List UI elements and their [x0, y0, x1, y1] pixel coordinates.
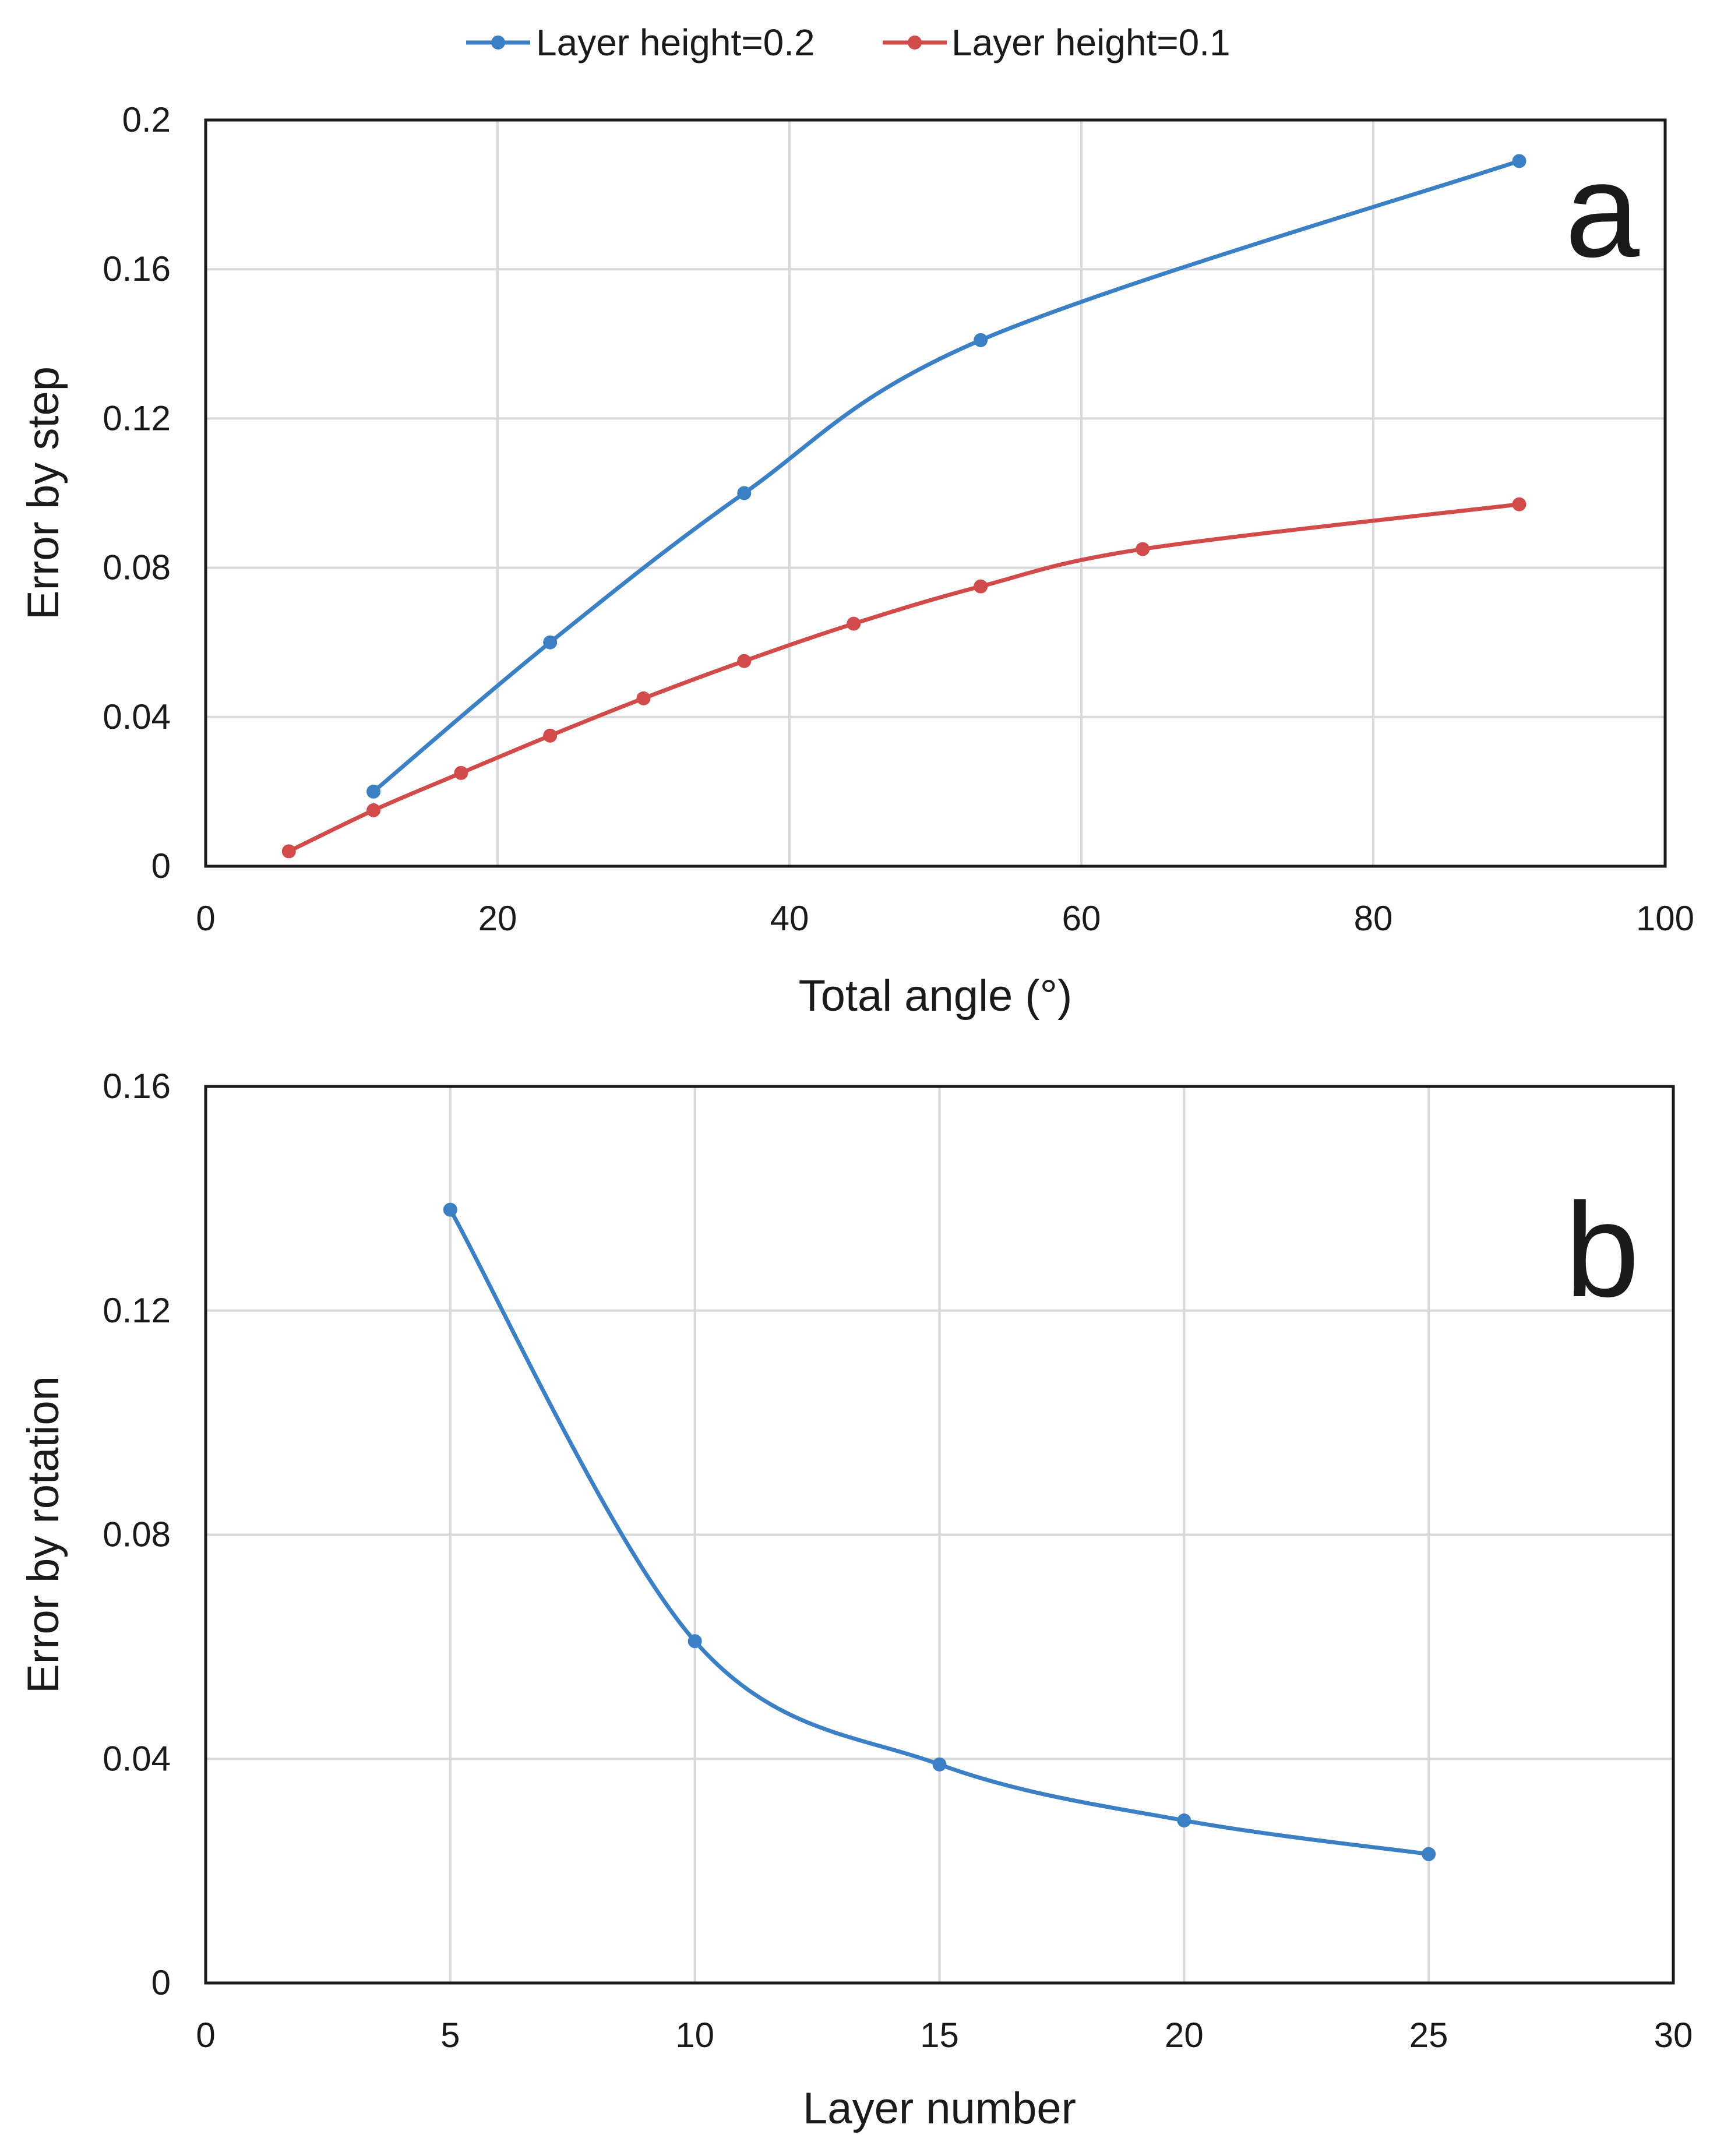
y-tick-label: 0.08: [103, 1515, 171, 1554]
data-point: [688, 1634, 702, 1649]
data-point: [1136, 542, 1150, 556]
x-tick-label: 20: [478, 899, 517, 938]
panel-letter: a: [1565, 135, 1640, 285]
data-point: [1512, 497, 1526, 511]
data-point: [737, 654, 752, 668]
series-line: [448, 1208, 1429, 1857]
data-point: [1422, 1847, 1436, 1861]
y-tick-label: 0.04: [103, 697, 171, 736]
x-tick-label: 100: [1636, 899, 1694, 938]
x-tick-label: 5: [440, 2016, 460, 2055]
data-point: [974, 333, 988, 347]
y-tick-label: 0.12: [103, 1291, 171, 1330]
x-tick-label: 80: [1354, 899, 1393, 938]
legend-swatch-marker: [491, 36, 505, 50]
data-point: [543, 728, 558, 743]
data-point: [543, 635, 558, 650]
panel-letter: b: [1565, 1175, 1640, 1325]
x-tick-label: 0: [196, 2016, 215, 2055]
legend-label: Layer height=0.2: [536, 22, 815, 63]
data-point: [974, 579, 988, 594]
y-tick-label: 0.16: [103, 249, 171, 288]
data-point: [366, 803, 381, 817]
y-tick-label: 0.08: [103, 548, 171, 587]
plot-frame: [204, 118, 1667, 868]
x-tick-label: 15: [920, 2016, 959, 2055]
data-point: [932, 1757, 947, 1772]
plot-frame: [204, 1085, 1675, 1985]
data-point: [454, 765, 468, 780]
data-point: [737, 486, 752, 500]
x-tick-label: 0: [196, 899, 215, 938]
legend-label: Layer height=0.1: [951, 22, 1231, 63]
chart-panel-b: 0 5 10 15 20 25 30 0 0.04 0.08 0.12 0.16 Layer numbe…: [19, 1067, 1693, 2133]
legend-swatch-marker: [908, 36, 922, 50]
data-point: [443, 1202, 457, 1217]
y-tick-label: 0.2: [122, 100, 171, 139]
data-point: [636, 691, 651, 705]
x-axis-title: Total angle (°): [799, 971, 1073, 1021]
y-tick-label: 0.12: [103, 398, 171, 437]
y-tick-label: 0: [151, 846, 171, 885]
series-line: [372, 159, 1520, 793]
y-tick-label: 0: [151, 1963, 171, 2002]
data-point: [847, 616, 861, 631]
y-tick-label: 0.16: [103, 1067, 171, 1106]
y-axis-title: Error by rotation: [19, 1376, 68, 1693]
chart-panel-a: 0 20 40 60 80 100 0 0.04 0.08 0.12 0.16 0.2 Total an…: [19, 100, 1694, 1021]
x-tick-label: 25: [1409, 2016, 1448, 2055]
x-tick-label: 20: [1165, 2016, 1204, 2055]
x-tick-label: 40: [770, 899, 809, 938]
y-tick-label: 0.04: [103, 1739, 171, 1778]
data-point: [1177, 1813, 1191, 1828]
series-line: [288, 502, 1519, 853]
y-axis-title: Error by step: [19, 366, 68, 620]
data-point: [1512, 154, 1526, 168]
legend: Layer height=0.2 Layer height=0.1: [466, 22, 1231, 63]
x-tick-label: 60: [1062, 899, 1101, 938]
x-axis-title: Layer number: [803, 2084, 1076, 2133]
data-point: [281, 844, 296, 859]
data-point: [366, 784, 381, 799]
x-tick-label: 30: [1654, 2016, 1693, 2055]
x-tick-label: 10: [675, 2016, 714, 2055]
